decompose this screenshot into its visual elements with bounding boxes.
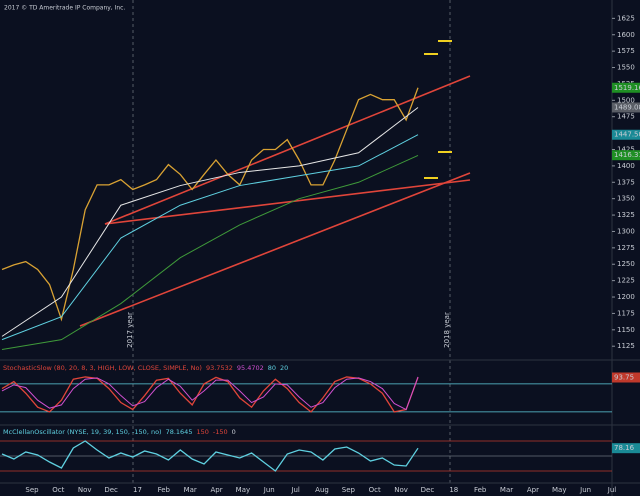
indicator-title: McClellanOscillator (NYSE, 19, 39, 150, … xyxy=(3,428,162,436)
x-tick-label: Nov xyxy=(394,486,408,494)
x-tick-label: Sep xyxy=(25,486,39,494)
price-marker xyxy=(612,82,640,93)
indicator-readout: 20 xyxy=(280,364,288,372)
y-tick-label: 1425 xyxy=(617,145,635,153)
y-tick-label: 1600 xyxy=(617,31,635,39)
y-tick-label: 1275 xyxy=(617,244,635,252)
copyright: 2017 © TD Ameritrade IP Company, Inc. xyxy=(4,5,125,12)
series-line xyxy=(1,440,419,472)
indicator-readout: 80 xyxy=(268,364,276,372)
x-tick-label: Oct xyxy=(369,486,381,494)
y-tick-label: 1200 xyxy=(617,293,635,301)
price-marker xyxy=(612,102,640,113)
indicator-title: StochasticSlow (80, 20, 8, 3, HIGH, LOW,… xyxy=(3,364,202,372)
price-marker-label: 93.75 xyxy=(614,374,634,382)
x-tick-label: 18 xyxy=(449,486,458,494)
y-tick-label: 1250 xyxy=(617,260,635,268)
price-marker-label: 1447.50 xyxy=(614,131,640,139)
x-tick-label: May xyxy=(552,486,566,494)
price-marker-label: 78.16 xyxy=(614,444,635,452)
y-tick-label: 1125 xyxy=(617,342,635,350)
price-marker xyxy=(612,372,640,383)
y-tick-label: 1350 xyxy=(617,195,635,203)
series-line xyxy=(1,376,419,411)
x-tick-label: Mar xyxy=(184,486,197,494)
trend-line xyxy=(79,172,471,327)
indicator-header: StochasticSlow (80, 20, 8, 3, HIGH, LOW,… xyxy=(3,364,288,372)
y-tick-label: 1325 xyxy=(617,211,635,219)
indicator-header: McClellanOscillator (NYSE, 19, 39, 150, … xyxy=(3,428,236,436)
trend-line xyxy=(104,75,471,225)
y-tick-label: 1300 xyxy=(617,227,635,235)
y-tick-label: 1550 xyxy=(617,64,635,72)
x-tick-label: Jun xyxy=(579,486,591,494)
x-tick-label: Jun xyxy=(263,486,275,494)
y-tick-label: 1225 xyxy=(617,277,635,285)
indicator-readout: 95.4702 xyxy=(237,364,264,372)
x-tick-label: Sep xyxy=(342,486,356,494)
price-marker-label: 1519.16 xyxy=(614,84,640,92)
price-marker-label: 1416.31 xyxy=(614,151,640,159)
trend-line xyxy=(104,179,471,225)
x-tick-label: Jul xyxy=(607,486,617,494)
series-line xyxy=(1,376,419,413)
x-tick-label: Aug xyxy=(315,486,329,494)
series-line xyxy=(1,134,419,341)
indicator-readout: 93.7532 xyxy=(206,364,233,372)
y-tick-label: 1625 xyxy=(617,14,635,22)
y-tick-label: 1150 xyxy=(617,326,635,334)
year-label: 2017 year xyxy=(126,312,134,348)
price-marker xyxy=(612,129,640,140)
x-tick-label: Apr xyxy=(210,486,222,494)
y-tick-label: 1375 xyxy=(617,178,635,186)
x-tick-label: Nov xyxy=(78,486,92,494)
price-marker xyxy=(612,443,640,454)
x-tick-label: Oct xyxy=(52,486,64,494)
price-marker xyxy=(612,150,640,161)
x-tick-label: Dec xyxy=(104,486,118,494)
y-tick-label: 1400 xyxy=(617,162,635,170)
x-tick-label: Dec xyxy=(421,486,435,494)
x-tick-label: Mar xyxy=(500,486,513,494)
indicator-readout: 0 xyxy=(232,428,236,436)
y-tick-label: 1475 xyxy=(617,113,635,121)
indicator-readout: 78.1645 xyxy=(166,428,193,436)
series-line xyxy=(1,107,419,337)
year-label: 2018 year xyxy=(443,312,451,348)
indicator-readout: 150 xyxy=(196,428,208,436)
y-tick-label: 1500 xyxy=(617,96,635,104)
x-tick-label: Feb xyxy=(474,486,487,494)
x-tick-label: Jul xyxy=(290,486,300,494)
y-tick-label: 1175 xyxy=(617,309,635,317)
x-tick-label: 17 xyxy=(133,486,142,494)
x-tick-label: Apr xyxy=(527,486,539,494)
series-line xyxy=(1,154,419,350)
x-tick-label: May xyxy=(236,486,250,494)
y-tick-label: 1575 xyxy=(617,47,635,55)
x-tick-label: Feb xyxy=(158,486,171,494)
series-line xyxy=(1,87,419,322)
price-marker-label: 1489.08 xyxy=(614,103,640,111)
indicator-readout: -150 xyxy=(213,428,228,436)
